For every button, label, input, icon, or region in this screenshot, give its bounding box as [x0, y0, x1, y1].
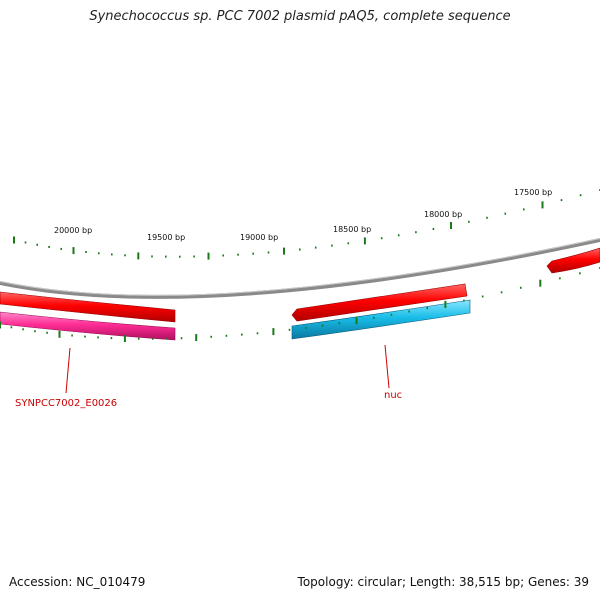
plasmid-backbone — [0, 238, 600, 299]
gene-forward-right[interactable] — [546, 247, 600, 274]
outer-tick-ring — [13, 189, 600, 260]
leader-line-nuc — [384, 344, 390, 389]
tick-label-18500: 18500 bp — [333, 225, 371, 234]
tick-label-19500: 19500 bp — [147, 233, 185, 242]
tick-label-18000: 18000 bp — [424, 210, 462, 219]
tick-label-19000: 19000 bp — [240, 233, 278, 242]
gene-nuc[interactable] — [291, 299, 471, 340]
gene-label-nuc: nuc — [384, 390, 402, 401]
inner-tick-ring — [0, 267, 600, 342]
gene-label-synpcc7002-e0026: SYNPCC7002_E0026 — [15, 398, 117, 409]
topology-summary: Topology: circular; Length: 38,515 bp; G… — [297, 575, 589, 589]
map-title: Synechococcus sp. PCC 7002 plasmid pAQ5,… — [89, 9, 511, 24]
gene-forward-left[interactable] — [0, 291, 176, 323]
gene-forward-middle[interactable] — [291, 283, 468, 322]
tick-label-17500: 17500 bp — [514, 188, 552, 197]
tick-label-20000: 20000 bp — [54, 226, 92, 235]
plasmid-backbone-highlight — [0, 238, 600, 296]
leader-line-synpcc7002-e0026 — [65, 347, 71, 394]
gene-synpcc7002-e0026[interactable] — [0, 311, 176, 341]
accession-text: Accession: NC_010479 — [9, 575, 146, 589]
